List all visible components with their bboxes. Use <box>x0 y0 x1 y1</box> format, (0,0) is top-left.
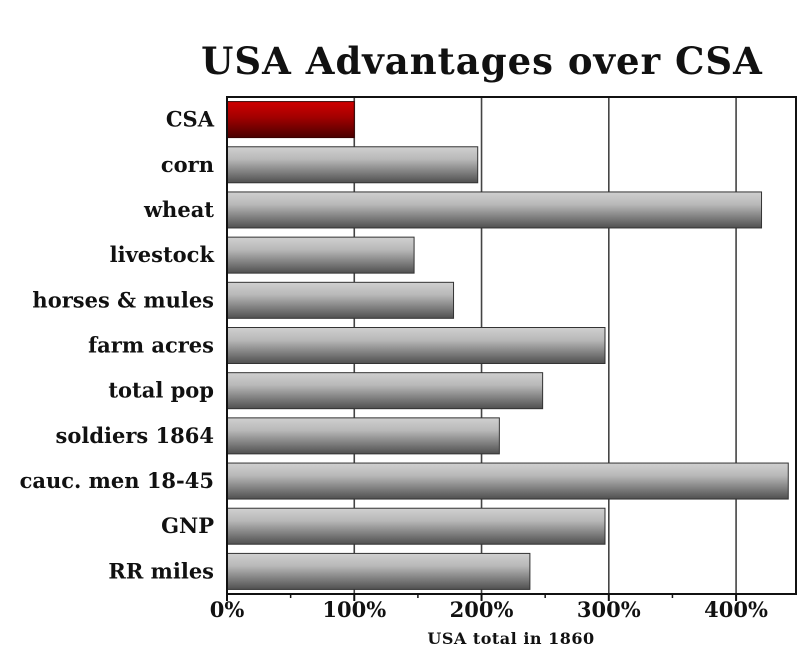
category-label-6: total pop <box>108 378 214 403</box>
category-label-2: wheat <box>143 197 214 222</box>
category-labels: CSA corn wheat livestock horses & mules farm … <box>20 107 215 584</box>
category-label-5: farm acres <box>88 333 214 358</box>
category-label-10: RR miles <box>108 558 214 583</box>
bar-9 <box>226 507 606 545</box>
category-label-0: CSA <box>166 107 215 132</box>
category-label-1: corn <box>161 152 214 177</box>
x-tick-label-4: 400% <box>704 597 768 622</box>
category-label-3: livestock <box>110 242 215 267</box>
x-tick-label-0: 0% <box>210 597 245 622</box>
x-axis-label: USA total in 1860 <box>427 629 594 648</box>
category-label-9: GNP <box>161 513 214 538</box>
x-axis-ticks: 0% 100% 200% 300% 400% <box>210 594 768 622</box>
category-label-4: horses & mules <box>32 287 214 312</box>
bar-4 <box>226 281 455 319</box>
category-label-8: cauc. men 18-45 <box>20 468 214 493</box>
bar-8 <box>226 462 789 500</box>
category-label-7: soldiers 1864 <box>56 423 214 448</box>
bar-7 <box>226 417 500 455</box>
bar-2 <box>226 191 763 229</box>
bar-3 <box>226 236 415 274</box>
plot-frame <box>226 96 797 595</box>
bars <box>226 101 789 590</box>
bar-1 <box>226 146 479 184</box>
bar-6 <box>226 372 544 410</box>
x-tick-label-2: 200% <box>450 597 514 622</box>
bar-5 <box>226 327 606 364</box>
x-tick-label-1: 100% <box>322 597 386 622</box>
x-tick-label-3: 300% <box>577 597 641 622</box>
chart-title: USA Advantages over CSA <box>201 39 763 83</box>
bar-0 <box>226 101 355 139</box>
bar-10 <box>226 552 531 590</box>
